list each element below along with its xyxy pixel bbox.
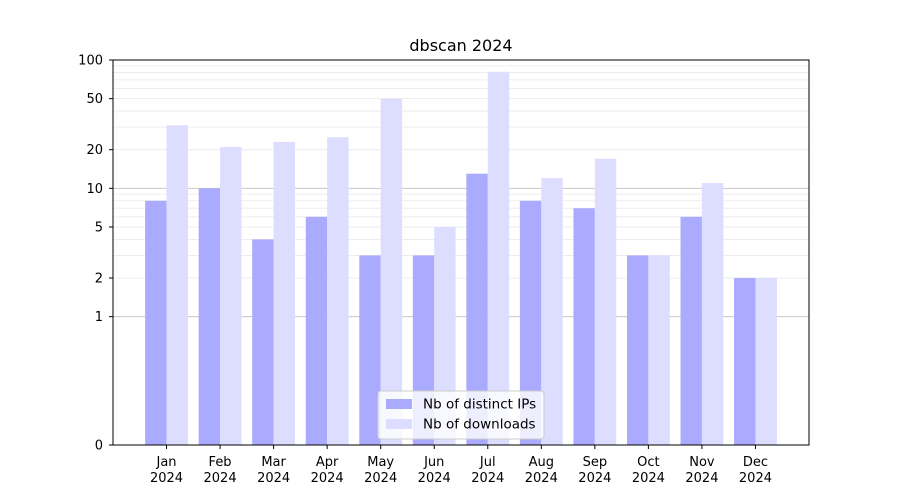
legend-box — [377, 390, 545, 440]
bar-downloads — [220, 146, 242, 445]
x-tick-label: Aug 2024 — [525, 455, 558, 486]
bar-downloads — [166, 125, 188, 446]
plot-frame — [112, 59, 810, 446]
x-tick-label: Dec 2024 — [739, 455, 772, 486]
bar-downloads — [380, 98, 403, 446]
chart-title: dbscan 2024 — [409, 36, 512, 55]
y-tick-label: 100 — [78, 54, 103, 69]
bar-downloads — [327, 137, 349, 446]
bar-downloads — [755, 278, 777, 445]
bar-downloads — [701, 183, 724, 445]
y-tick-label: 2 — [95, 272, 103, 287]
legend-swatch — [386, 419, 412, 429]
y-tick-label: 0 — [95, 439, 103, 454]
bar-distinct-ips — [519, 200, 542, 445]
bar-distinct-ips — [305, 216, 328, 445]
bars — [145, 71, 777, 446]
bar-distinct-ips — [573, 208, 595, 445]
x-tick-label: Apr 2024 — [311, 455, 344, 486]
x-tick-label: Sep 2024 — [578, 455, 611, 486]
legend-label: Nb of distinct IPs — [423, 397, 536, 413]
bar-downloads — [594, 158, 617, 446]
x-tick-label: May 2024 — [364, 455, 397, 486]
y-tick-label: 20 — [86, 143, 103, 158]
y-tick-label: 1 — [95, 310, 103, 325]
x-tick-label: Jun 2024 — [418, 455, 451, 486]
y-axis: 0 1 2 5 10 20 50 100 — [78, 54, 113, 454]
bar-downloads — [648, 255, 670, 445]
x-tick-label: Feb 2024 — [204, 455, 237, 486]
y-tick-label: 50 — [86, 92, 103, 107]
x-tick-label: Oct 2024 — [632, 455, 665, 486]
x-tick-label: Nov 2024 — [685, 455, 718, 486]
legend: Nb of distinct IPs Nb of downloads — [377, 390, 545, 440]
bar-downloads — [541, 178, 563, 445]
bar-downloads — [273, 141, 296, 445]
y-tick-label: 5 — [95, 220, 103, 235]
x-axis: Jan 2024 Feb 2024 Mar 2024 Apr 2024 May 2024 Jun 20… — [150, 445, 772, 486]
bar-distinct-ips — [626, 255, 649, 445]
bar-distinct-ips — [198, 188, 221, 446]
x-tick-label: Jan 2024 — [150, 455, 183, 486]
x-tick-label: Mar 2024 — [257, 455, 290, 486]
bar-downloads — [434, 226, 456, 445]
legend-label: Nb of downloads — [423, 417, 536, 433]
bar-distinct-ips — [466, 173, 488, 445]
x-tick-label: Jul 2024 — [471, 455, 504, 486]
bar-distinct-ips — [145, 200, 167, 445]
bar-distinct-ips — [359, 255, 381, 445]
bar-distinct-ips — [680, 216, 702, 445]
bar-distinct-ips — [734, 278, 756, 445]
y-tick-label: 10 — [86, 182, 103, 197]
bar-downloads — [487, 71, 510, 446]
bar-distinct-ips — [252, 239, 274, 445]
legend-swatch — [386, 399, 412, 409]
